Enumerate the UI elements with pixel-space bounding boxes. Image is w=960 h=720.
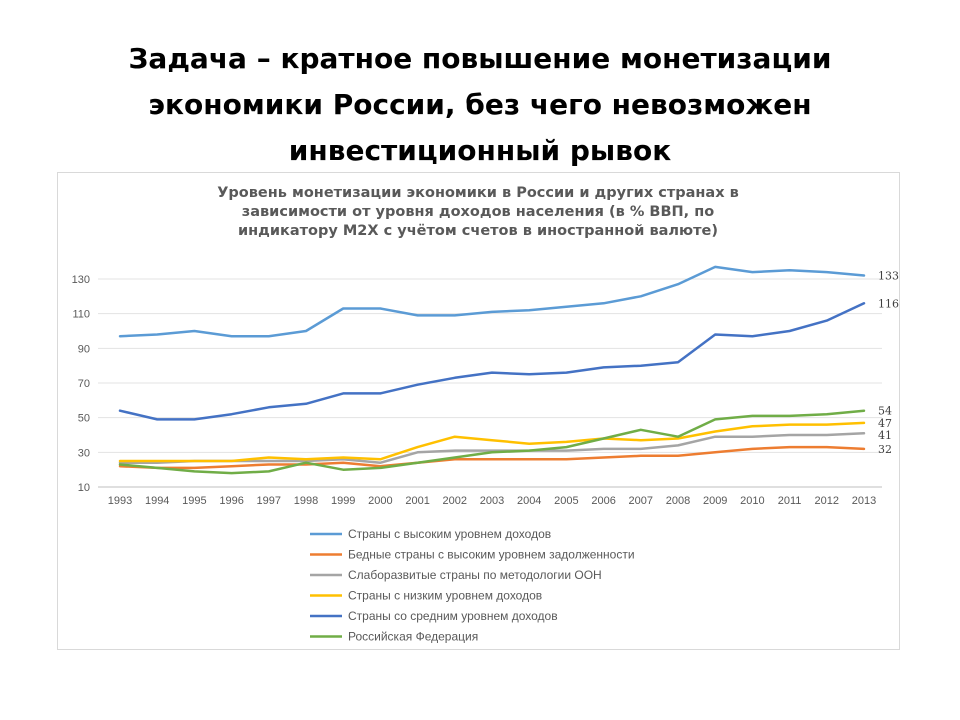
- x-tick-label: 1993: [108, 495, 132, 507]
- series-end-label: 133: [878, 270, 899, 283]
- x-tick-label: 2009: [703, 495, 727, 507]
- x-tick-label: 2010: [740, 495, 764, 507]
- x-tick-label: 2007: [629, 495, 653, 507]
- series-line: [118, 445, 866, 470]
- legend-item: Страны с низким уровнем доходов: [310, 589, 542, 603]
- y-tick-label: 70: [78, 378, 90, 390]
- chart-frame: [57, 172, 900, 650]
- legend-label: Страны с высоким уровнем доходов: [348, 527, 551, 541]
- legend-item: Страны с высоким уровнем доходов: [310, 527, 551, 541]
- chart-title: Уровень монетизации экономики в России и…: [217, 185, 739, 239]
- legend-item: Российская Федерация: [310, 630, 478, 644]
- x-tick-label: 2002: [443, 495, 467, 507]
- series-line: [118, 265, 866, 338]
- x-tick-label: 1996: [219, 495, 243, 507]
- series-end-label: 41: [878, 429, 892, 442]
- x-tick-label: 2013: [852, 495, 876, 507]
- series-line: [118, 302, 866, 421]
- y-tick-label: 50: [78, 413, 90, 425]
- y-tick-label: 10: [78, 482, 90, 494]
- legend-item: Страны со средним уровнем доходов: [310, 609, 558, 623]
- series-end-label: 47: [878, 417, 892, 430]
- chart-title-line: Уровень монетизации экономики в России и…: [217, 185, 739, 201]
- x-axis-ticks: 1993 1994 1995 1996 1997 1998 1999 2000 2001 2002…: [108, 495, 876, 507]
- slide-title-line: Задача – кратное повышение монетизации: [128, 42, 832, 75]
- series-end-label: 32: [878, 443, 892, 456]
- series-end-label: 54: [878, 405, 892, 418]
- series-lines: [118, 265, 866, 475]
- x-tick-label: 2011: [778, 495, 802, 507]
- legend-item: Бедные страны с высоким уровнем задолжен…: [310, 548, 635, 562]
- x-tick-label: 1997: [257, 495, 281, 507]
- x-tick-label: 1998: [294, 495, 318, 507]
- legend: Страны с высоким уровнем доходов Бедные с…: [310, 527, 635, 644]
- slide-title-line: инвестиционный рывок: [288, 134, 672, 167]
- x-tick-label: 1995: [182, 495, 206, 507]
- legend-label: Российская Федерация: [348, 630, 478, 644]
- legend-label: Бедные страны с высоким уровнем задолжен…: [348, 548, 635, 562]
- x-tick-label: 1994: [145, 495, 169, 507]
- series-end-label: 116: [878, 297, 899, 310]
- slide-title-line: экономики России, без чего невозможен: [148, 88, 812, 121]
- series-line: [118, 409, 866, 475]
- x-tick-label: 2005: [554, 495, 578, 507]
- x-tick-label: 2001: [405, 495, 429, 507]
- x-tick-label: 2008: [666, 495, 690, 507]
- x-tick-label: 2012: [815, 495, 839, 507]
- chart-title-line: индикатору М2Х с учётом счетов в иностра…: [238, 223, 718, 239]
- y-tick-label: 30: [78, 447, 90, 459]
- gridlines: [98, 278, 882, 488]
- chart-title-line: зависимости от уровня доходов населения …: [242, 204, 714, 220]
- y-tick-label: 110: [72, 309, 90, 321]
- y-tick-label: 130: [72, 274, 90, 286]
- y-axis-ticks: 10 30 50 70 90 110 130: [72, 274, 90, 494]
- legend-label: Страны со средним уровнем доходов: [348, 609, 558, 623]
- y-tick-label: 90: [78, 343, 90, 355]
- x-tick-label: 2003: [480, 495, 504, 507]
- x-tick-label: 2000: [368, 495, 392, 507]
- x-tick-label: 1999: [331, 495, 355, 507]
- legend-item: Слаборазвитые страны по методологии ООН: [310, 568, 602, 582]
- slide-title: Задача – кратное повышение монетизации э…: [60, 36, 900, 174]
- x-tick-label: 2006: [591, 495, 615, 507]
- series-line: [118, 421, 866, 463]
- legend-label: Слаборазвитые страны по методологии ООН: [348, 568, 602, 582]
- legend-label: Страны с низким уровнем доходов: [348, 589, 542, 603]
- x-tick-label: 2004: [517, 495, 541, 507]
